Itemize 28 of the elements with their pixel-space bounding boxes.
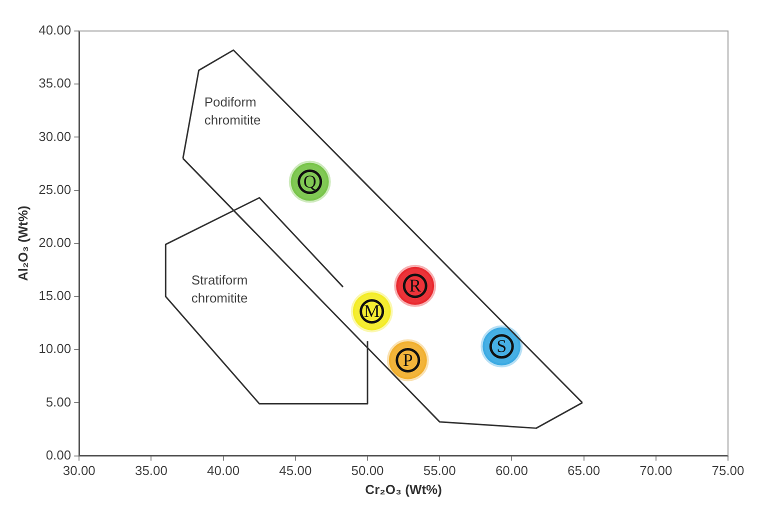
x-tick-label: 70.00 — [640, 463, 672, 478]
series-label: M — [364, 301, 380, 322]
x-tick-label: 45.00 — [279, 463, 312, 478]
x-tick-label: 75.00 — [712, 463, 744, 478]
x-tick-label: 60.00 — [495, 463, 528, 478]
x-tick-label: 50.00 — [351, 463, 384, 478]
series-label: Q — [303, 172, 316, 192]
y-tick-label: 30.00 — [38, 128, 72, 144]
y-tick-label: 15.00 — [38, 288, 72, 304]
x-axis-title: Cr₂O₃ (Wt%) — [365, 482, 442, 497]
x-tick-label: 65.00 — [568, 463, 600, 478]
y-tick-label: 40.00 — [38, 22, 72, 38]
y-tick-label: 5.00 — [46, 394, 72, 410]
series-label: P — [402, 350, 413, 370]
annotation: Podiform chromitite — [204, 94, 261, 128]
x-tick-label: 40.00 — [207, 463, 240, 478]
y-tick-label: 35.00 — [38, 76, 72, 91]
y-tick-label: 25.00 — [38, 182, 72, 197]
y-tick-label: 0.00 — [46, 447, 72, 462]
series-label: R — [409, 276, 422, 296]
y-axis-title: Al₂O₃ (Wt%) — [15, 206, 30, 282]
y-tick-label: 20.00 — [38, 234, 72, 250]
x-tick-label: 30.00 — [62, 463, 96, 478]
y-tick-label: 10.00 — [38, 341, 72, 356]
x-tick-label: 55.00 — [423, 463, 456, 478]
series-label: S — [496, 336, 507, 356]
annotation: Stratiform chromitite — [191, 272, 248, 306]
x-tick-label: 35.00 — [134, 463, 168, 478]
